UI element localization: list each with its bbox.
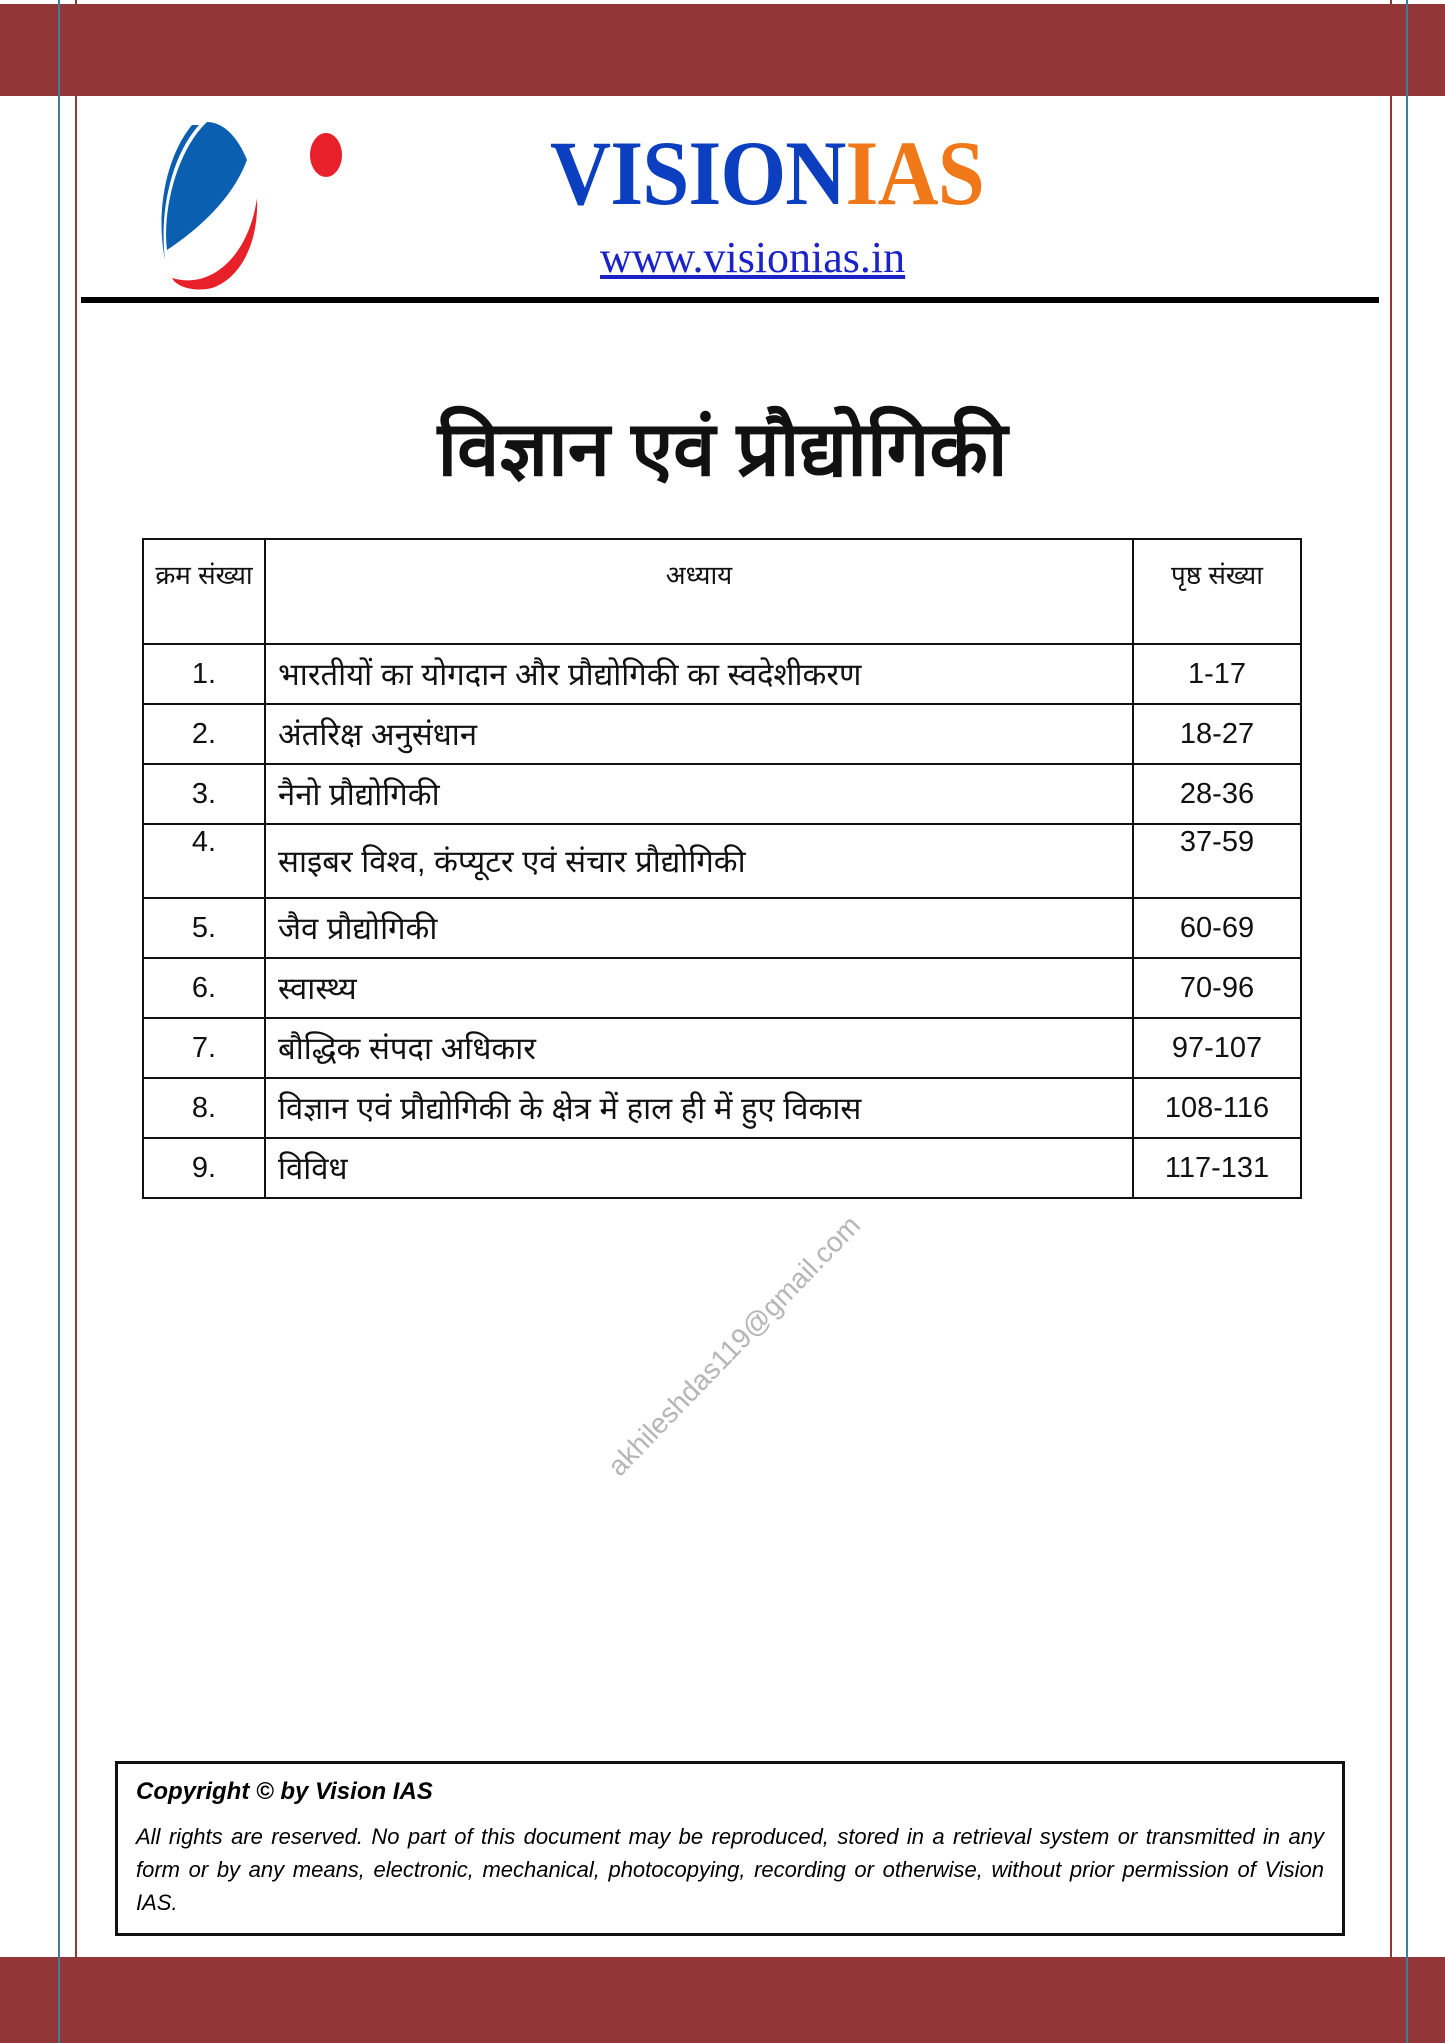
page-range: 28-36 [1132, 763, 1302, 825]
page-range: 97-107 [1132, 1017, 1302, 1079]
chapter-title: स्वास्थ्य [264, 957, 1134, 1019]
table-row: 8. विज्ञान एवं प्रौद्योगिकी के क्षेत्र मे… [142, 1077, 1302, 1139]
chapter-title: जैव प्रौद्योगिकी [264, 897, 1134, 959]
watermark: akhileshdas119@gmail.com [601, 1209, 867, 1482]
copyright-notice: All rights are reserved. No part of this… [136, 1824, 1324, 1915]
brand-vision: VISION [550, 122, 846, 224]
page-range: 18-27 [1132, 703, 1302, 765]
brand-name: VISIONIAS [550, 120, 985, 226]
border-line-right-outer [1406, 0, 1408, 2043]
page-range: 117-131 [1132, 1137, 1302, 1199]
page-title: विज्ञान एवं प्रौद्योगिकी [437, 407, 1008, 492]
page-range: 37-59 [1132, 823, 1302, 899]
copyright-title: Copyright © by Vision IAS [136, 1778, 433, 1805]
table-row: 5. जैव प्रौद्योगिकी 60-69 [142, 897, 1302, 959]
header-chapter: अध्याय [264, 538, 1134, 645]
table-row: 4. साइबर विश्व, कंप्यूटर एवं संचार प्रौद्… [142, 823, 1302, 899]
header-serial: क्रम संख्या [142, 538, 266, 645]
page-range: 60-69 [1132, 897, 1302, 959]
chapter-title: विविध [264, 1137, 1134, 1199]
border-line-left-outer [58, 0, 60, 2043]
row-number: 8. [142, 1077, 266, 1139]
chapter-title: नैनो प्रौद्योगिकी [264, 763, 1134, 825]
table-row: 2. अंतरिक्ष अनुसंधान 18-27 [142, 703, 1302, 765]
table-row: 6. स्वास्थ्य 70-96 [142, 957, 1302, 1019]
row-number: 4. [142, 823, 266, 899]
table-row: 7. बौद्धिक संपदा अधिकार 97-107 [142, 1017, 1302, 1079]
header-pages: पृष्ठ संख्या [1132, 538, 1302, 645]
table-row: 3. नैनो प्रौद्योगिकी 28-36 [142, 763, 1302, 825]
top-band [0, 4, 1445, 96]
row-number: 7. [142, 1017, 266, 1079]
contents-table: क्रम संख्या अध्याय पृष्ठ संख्या 1. भारतीय… [142, 538, 1302, 1199]
table-row: 1. भारतीयों का योगदान और प्रौद्योगिकी का … [142, 643, 1302, 705]
page-range: 1-17 [1132, 643, 1302, 705]
border-line-right-inner [1390, 0, 1392, 2043]
chapter-title: बौद्धिक संपदा अधिकार [264, 1017, 1134, 1079]
chapter-title: विज्ञान एवं प्रौद्योगिकी के क्षेत्र में … [264, 1077, 1134, 1139]
website-link[interactable]: www.visionias.in [600, 233, 906, 282]
table-row: 9. विविध 117-131 [142, 1137, 1302, 1199]
copyright-box: Copyright © by Vision IAS All rights are… [115, 1761, 1345, 1936]
border-line-left-inner [75, 0, 77, 2043]
chapter-title: अंतरिक्ष अनुसंधान [264, 703, 1134, 765]
row-number: 2. [142, 703, 266, 765]
vision-ias-logo-icon [161, 122, 342, 290]
row-number: 9. [142, 1137, 266, 1199]
page-range: 108-116 [1132, 1077, 1302, 1139]
chapter-title: साइबर विश्व, कंप्यूटर एवं संचार प्रौद्यो… [264, 823, 1134, 899]
row-number: 1. [142, 643, 266, 705]
chapter-title: भारतीयों का योगदान और प्रौद्योगिकी का स्… [264, 643, 1134, 705]
bottom-band [0, 1957, 1445, 2043]
row-number: 5. [142, 897, 266, 959]
brand-ias: IAS [845, 122, 985, 224]
table-header-row: क्रम संख्या अध्याय पृष्ठ संख्या [142, 538, 1302, 645]
page-range: 70-96 [1132, 957, 1302, 1019]
row-number: 3. [142, 763, 266, 825]
row-number: 6. [142, 957, 266, 1019]
header-divider [81, 297, 1379, 303]
